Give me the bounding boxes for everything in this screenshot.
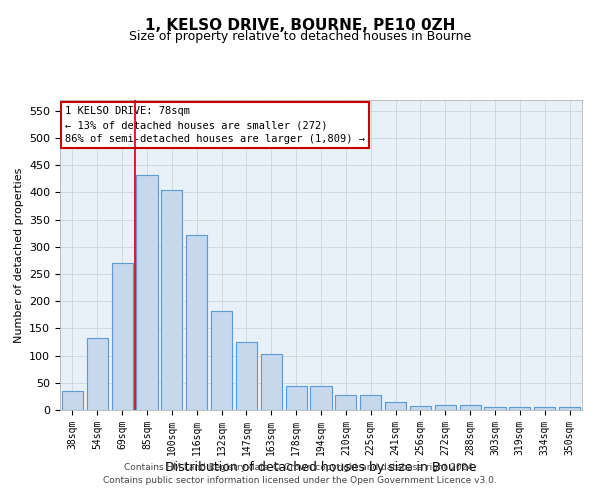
Bar [261,354,282,410]
Bar [286,386,307,410]
Bar [460,404,481,410]
Text: Size of property relative to detached houses in Bourne: Size of property relative to detached ho… [129,30,471,43]
Y-axis label: Number of detached properties: Number of detached properties [14,168,23,342]
Bar [62,391,83,410]
Text: 1, KELSO DRIVE, BOURNE, PE10 0ZH: 1, KELSO DRIVE, BOURNE, PE10 0ZH [145,18,455,32]
Text: Contains HM Land Registry data © Crown copyright and database right 2024.
Contai: Contains HM Land Registry data © Crown c… [103,464,497,485]
Bar [484,408,506,410]
Bar [335,395,356,410]
Bar [87,338,108,410]
Bar [534,408,555,410]
Text: 1 KELSO DRIVE: 78sqm
← 13% of detached houses are smaller (272)
86% of semi-deta: 1 KELSO DRIVE: 78sqm ← 13% of detached h… [65,106,365,144]
Bar [435,404,456,410]
Bar [559,408,580,410]
Bar [310,386,332,410]
Bar [360,395,381,410]
Bar [385,402,406,410]
Bar [161,190,182,410]
Bar [410,406,431,410]
Bar [211,311,232,410]
X-axis label: Distribution of detached houses by size in Bourne: Distribution of detached houses by size … [165,460,477,473]
Bar [236,342,257,410]
Bar [112,263,133,410]
Bar [186,235,207,410]
Bar [136,175,158,410]
Bar [509,408,530,410]
